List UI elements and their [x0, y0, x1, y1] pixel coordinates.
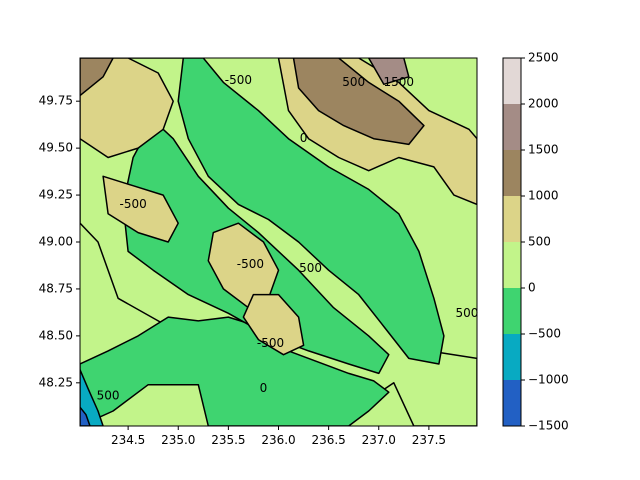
contour-region-4 [80, 58, 174, 159]
x-axis: 234.5 235.0 235.5 236.0 236.5 237.0 237.5 [111, 426, 446, 447]
colorbar-swatch-2 [503, 288, 521, 334]
contour-labels: -500 -500 -500 500 -500 500 0 0 500 1500 500 [97, 73, 479, 402]
contour-region-9 [292, 58, 425, 146]
x-tick-label-6: 237.5 [412, 433, 446, 447]
y-tick-label-3: 49.00 [39, 235, 73, 249]
contour-region-1 [80, 316, 390, 426]
colorbar-tick-label-6: 1500 [528, 143, 559, 157]
contour-label-2: -500 [237, 257, 264, 271]
y-tick-label-1: 48.50 [39, 328, 73, 342]
y-tick-label-6: 49.75 [39, 94, 73, 108]
contour-region-12 [80, 368, 104, 426]
contour-label-10: 500 [456, 306, 479, 320]
contour-region-13 [80, 406, 91, 426]
contour-region-10 [80, 58, 114, 97]
x-tick-label-4: 236.5 [311, 433, 345, 447]
colorbar-tick-label-1: −1000 [528, 373, 569, 387]
contour-regions [80, 58, 477, 426]
contour-label-7: 0 [300, 131, 308, 145]
y-tick-label-5: 49.50 [39, 141, 73, 155]
contour-label-9: 1500 [384, 75, 415, 89]
x-tick-label-3: 236.0 [261, 433, 295, 447]
colorbar-swatch-7 [503, 58, 521, 104]
contour-region-5 [102, 175, 179, 243]
colorbar-swatch-1 [503, 334, 521, 380]
contour-label-0: -500 [225, 73, 252, 87]
colorbar-swatch-4 [503, 196, 521, 242]
contour-label-8: 500 [342, 75, 365, 89]
colorbar-tick-label-2: −500 [528, 327, 561, 341]
colorbar-swatch-3 [503, 242, 521, 288]
colorbar-tick-label-8: 2500 [528, 51, 559, 65]
contour-region-2 [177, 58, 445, 365]
colorbar-swatch-0 [503, 380, 521, 426]
y-tick-label-4: 49.25 [39, 188, 73, 202]
y-tick-label-0: 48.25 [39, 375, 73, 389]
colorbar-tick-label-0: −1500 [528, 419, 569, 433]
x-tick-label-2: 235.5 [211, 433, 245, 447]
y-axis: 48.25 48.50 48.75 49.00 49.25 49.50 49.75 [39, 94, 80, 389]
contour-label-6: 0 [260, 381, 268, 395]
contour-label-1: -500 [120, 197, 147, 211]
y-tick-label-2: 48.75 [39, 281, 73, 295]
colorbar: −1500 −1000 −500 0 500 1000 1500 2000 2500 [502, 51, 569, 433]
contour-region-11 [367, 58, 410, 86]
colorbar-tick-label-3: 0 [528, 281, 536, 295]
colorbar-swatch-5 [503, 150, 521, 196]
contour-region-7 [242, 293, 305, 356]
colorbar-tick-label-5: 1000 [528, 189, 559, 203]
x-tick-label-0: 234.5 [111, 433, 145, 447]
x-tick-label-1: 235.0 [161, 433, 195, 447]
contour-label-5: 500 [97, 388, 120, 402]
x-tick-label-5: 237.0 [362, 433, 396, 447]
colorbar-tick-label-7: 2000 [528, 97, 559, 111]
colorbar-swatch-6 [503, 104, 521, 150]
contour-label-3: 500 [299, 261, 322, 275]
colorbar-tick-label-4: 500 [528, 235, 551, 249]
contour-label-4: -500 [257, 336, 284, 350]
